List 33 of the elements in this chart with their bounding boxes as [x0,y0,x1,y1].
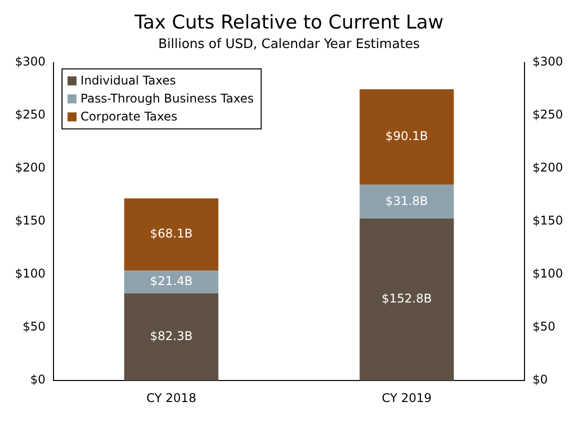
y-tick-label: $50 [22,320,46,334]
chart-title: Tax Cuts Relative to Current Law [133,11,444,34]
y-tick-label: $250 [14,108,46,122]
bar [360,218,454,381]
y-tick-label: $150 [14,214,46,228]
data-label: $68.1B [150,226,193,241]
data-label: $31.8B [385,194,428,208]
y-tick-label: $0 [30,372,46,387]
y-tick-label: $200 [14,160,46,175]
y2-tick-label: $250 [532,108,564,122]
y2-tick-label: $50 [532,320,556,334]
y2-tick-label: $300 [532,54,564,69]
y-tick-label: $100 [14,266,46,281]
chart-subtitle: Billions of USD, Calendar Year Estimates [158,36,420,52]
data-label: $21.4B [150,274,193,288]
data-label: $82.3B [150,329,193,344]
legend-label: Individual Taxes [80,74,176,88]
y2-tick-label: $200 [532,160,564,175]
y2-tick-label: $150 [532,214,564,228]
bar [124,293,218,381]
bar [124,198,218,271]
legend-label: Corporate Taxes [80,110,178,124]
bar [360,184,454,219]
x-tick-label: CY 2019 [382,390,432,405]
data-label: $152.8B [382,292,432,306]
y2-tick-label: $100 [532,266,564,281]
y2-tick-label: $0 [532,372,548,387]
legend-label: Pass-Through Business Taxes [80,92,254,106]
y-tick-label: $300 [14,54,46,69]
bar [124,270,218,294]
data-label: $90.1B [385,129,428,144]
bar [360,89,454,185]
x-tick-label: CY 2018 [146,390,196,405]
